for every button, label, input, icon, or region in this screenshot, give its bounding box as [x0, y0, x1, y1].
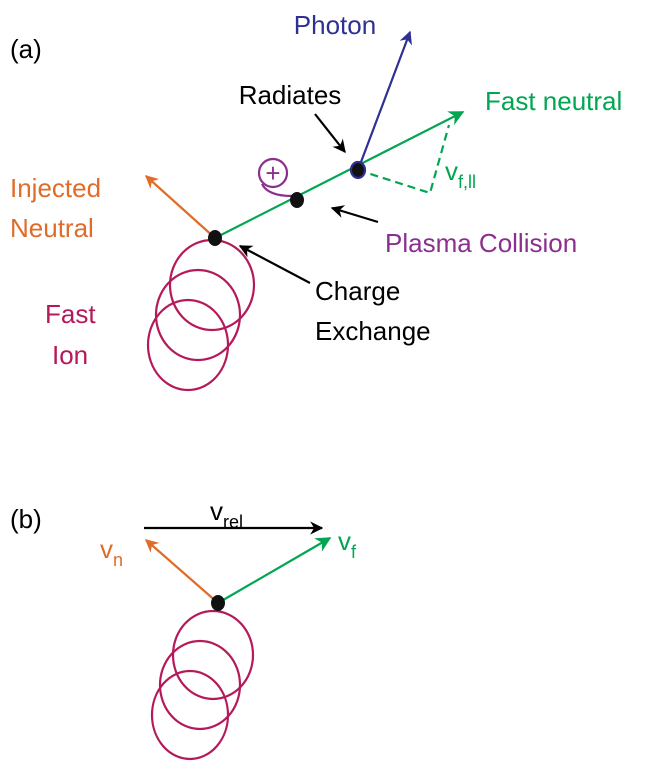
ion-orbit [158, 639, 242, 731]
injected-label: Neutral [10, 213, 94, 243]
base: v [210, 496, 223, 526]
ion-orbit [171, 609, 255, 701]
subscript: f [351, 542, 357, 562]
exchange-pointer [238, 245, 311, 284]
ion-label: Fast [45, 299, 96, 329]
ion-orbit [168, 238, 256, 332]
neutral-arrow [145, 539, 219, 604]
subscript: f,ll [458, 172, 476, 192]
fast-label: vf [338, 526, 357, 562]
plasma-ion-path [261, 183, 293, 198]
dot [349, 160, 367, 180]
fast-neutral-arrow [214, 111, 465, 239]
injected-arrow [145, 175, 216, 239]
exchange-label: Exchange [315, 316, 431, 346]
ion-orbit [154, 268, 242, 362]
base: v [445, 156, 458, 186]
photon-arrow [356, 30, 412, 171]
radiates-pointer [314, 113, 346, 154]
plasma-ion [257, 157, 289, 189]
ion-orbit [150, 669, 230, 761]
dot [208, 230, 222, 246]
parallel-component [357, 124, 451, 195]
panel-label: (a) [10, 34, 42, 64]
relative-label: vrel [210, 496, 243, 532]
fast-neutral-label: Fast neutral [485, 86, 622, 116]
panel-label: (b) [10, 504, 42, 534]
exchange-label: Charge [315, 276, 400, 306]
panel-a-shapes [145, 30, 465, 392]
subscript: n [113, 550, 123, 570]
base: v [338, 526, 351, 556]
ion-orbit [146, 298, 230, 392]
collision-pointer [330, 205, 379, 224]
plus-label: + [265, 158, 280, 188]
parallel-label: vf,ll [445, 156, 476, 192]
collision-label: Plasma Collision [385, 228, 577, 258]
subscript: rel [223, 512, 243, 532]
neutral-label: vn [100, 534, 123, 570]
panel-b-shapes [144, 521, 332, 761]
base: v [100, 534, 113, 564]
dot [290, 192, 304, 208]
photon-label: Photon [294, 10, 376, 40]
dot [211, 595, 225, 611]
radiates-label: Radiates [239, 80, 342, 110]
injected-label: Injected [10, 173, 101, 203]
ion-label: Ion [52, 340, 88, 370]
fast-arrow [217, 537, 332, 604]
